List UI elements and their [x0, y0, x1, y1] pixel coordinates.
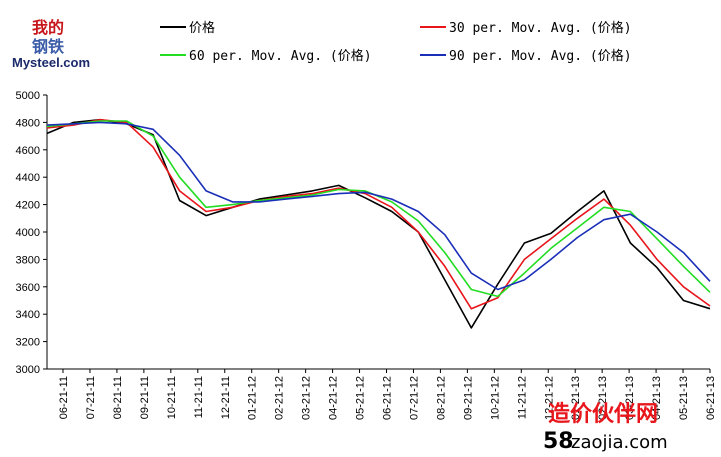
- logo-chinese-top: 我的: [32, 18, 64, 37]
- series-line-3: [46, 121, 711, 291]
- x-tick-label: 01-21-12: [247, 376, 259, 420]
- legend-label: 90 per. Mov. Avg. (价格): [449, 48, 632, 64]
- x-tick-label: 10-21-12: [489, 376, 501, 420]
- x-tick-label: 06-21-13: [705, 376, 717, 420]
- x-tick-label: 03-21-13: [624, 376, 636, 420]
- mysteel-logo: 我的 钢铁 Mysteel.com: [12, 16, 90, 70]
- x-tick-label: 06-21-12: [382, 376, 394, 420]
- series-line-1: [46, 118, 711, 310]
- x-tick-label: 08-21-12: [435, 376, 447, 420]
- x-tick-label: 09-21-11: [139, 376, 151, 419]
- x-tick-label: 02-21-13: [597, 376, 609, 420]
- x-tick-label: 11-21-11: [193, 376, 205, 418]
- legend-label: 60 per. Mov. Avg. (价格): [189, 48, 372, 64]
- x-tick-label: 06-21-11: [58, 376, 70, 419]
- y-tick-label: 4400: [16, 172, 40, 184]
- x-tick-label: 08-21-11: [112, 376, 124, 419]
- y-tick-label: 3000: [16, 364, 40, 376]
- logo-chinese-bottom: 钢铁: [32, 37, 64, 56]
- x-tick-label: 05-21-13: [678, 376, 690, 420]
- y-tick-label: 3400: [16, 309, 40, 321]
- series-line-0: [46, 118, 711, 329]
- x-tick-label: 07-21-12: [408, 376, 420, 420]
- legend-label: 30 per. Mov. Avg. (价格): [449, 20, 632, 36]
- x-tick-label: 12-21-12: [543, 376, 555, 420]
- y-tick-label: 3200: [16, 337, 40, 349]
- x-tick-label: 09-21-12: [462, 376, 474, 420]
- x-tick-label: 12-21-11: [220, 376, 232, 419]
- y-tick-label: 3600: [16, 282, 40, 294]
- x-tick-label: 04-21-12: [328, 376, 340, 420]
- chart-axes: 3000 3200 3400 3600 3800 4000 4200 4400 4600 4800…: [16, 90, 717, 420]
- site-watermark: 造价伙伴网 58 zaojia.com: [543, 402, 668, 454]
- series-line-2: [46, 120, 711, 298]
- x-tick-label: 11-21-12: [516, 376, 528, 419]
- y-tick-label: 4600: [16, 145, 40, 157]
- x-tick-label: 04-21-13: [651, 376, 663, 420]
- x-tick-label: 05-21-12: [355, 376, 367, 420]
- series-layer: [46, 118, 711, 329]
- y-tick-label: 3800: [16, 254, 40, 266]
- watermark-line1: 造价伙伴网: [548, 402, 658, 427]
- x-tick-label: 07-21-11: [85, 376, 97, 419]
- x-tick-label: 10-21-11: [166, 376, 178, 419]
- watermark-domain: zaojia.com: [571, 432, 668, 453]
- x-tick-label: 01-21-13: [570, 376, 582, 420]
- y-tick-label: 5000: [16, 90, 40, 102]
- x-tick-label: 03-21-12: [301, 376, 313, 420]
- logo-brand: Mysteel.com: [12, 55, 90, 70]
- chart-legend: 价格 30 per. Mov. Avg. (价格) 60 per. Mov. Avg…: [160, 20, 632, 64]
- y-tick-label: 4000: [16, 227, 40, 239]
- y-tick-label: 4200: [16, 200, 40, 212]
- legend-label: 价格: [189, 20, 215, 36]
- watermark-58: 58: [543, 429, 574, 454]
- y-tick-label: 4800: [16, 117, 40, 129]
- x-tick-label: 02-21-12: [274, 376, 286, 420]
